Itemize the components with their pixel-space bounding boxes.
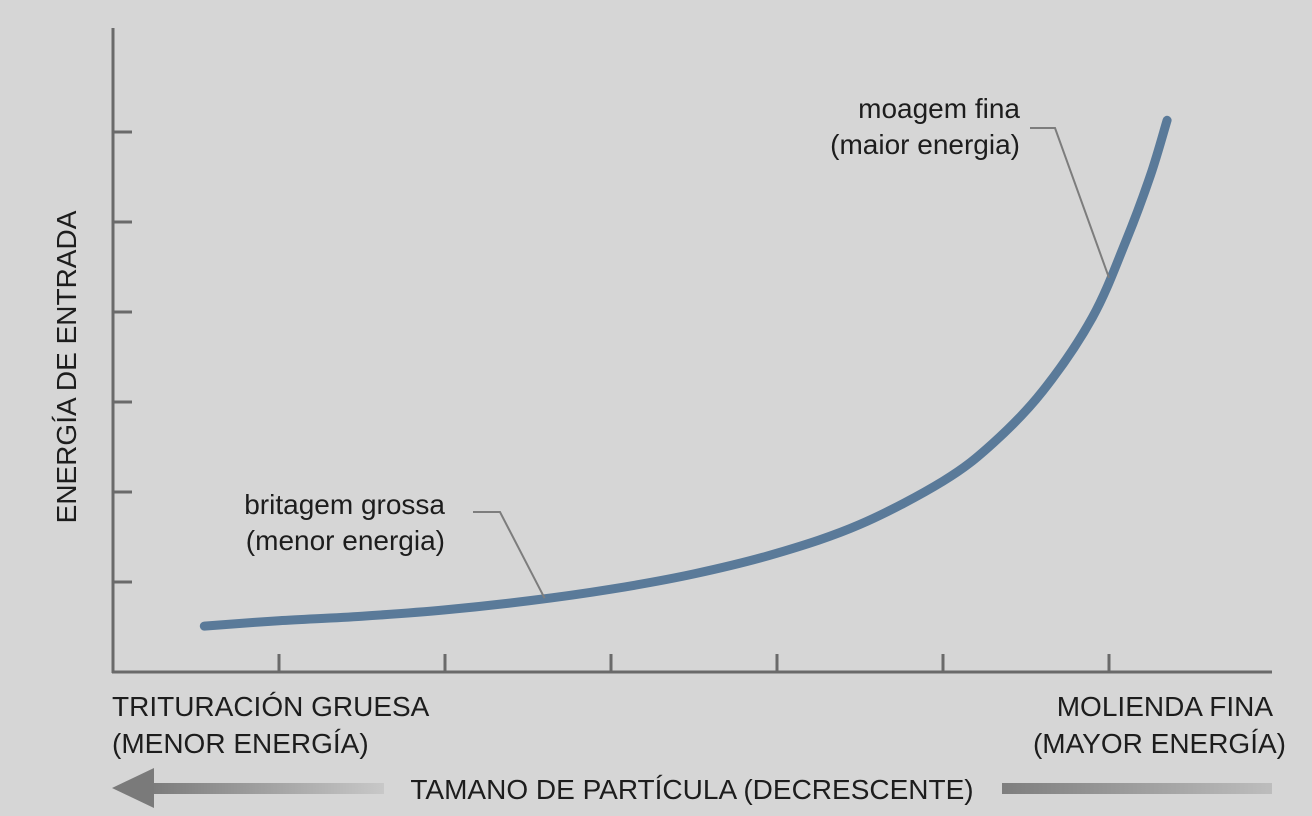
x-left-label-line2: (MENOR ENERGÍA) — [112, 728, 369, 759]
annotation-1-leader — [473, 511, 546, 599]
left-arrow-shaft — [148, 783, 384, 794]
callouts: britagem grossa (menor energia) moagem fin… — [244, 93, 1110, 599]
x-axis-title: TAMANO DE PARTÍCULA (DECRESCENTE) — [410, 774, 973, 805]
left-arrow-icon — [112, 768, 154, 808]
x-right-label-line2: (MAYOR ENERGÍA) — [1033, 728, 1286, 759]
axes — [111, 28, 1272, 674]
annotation-1-line2: (menor energia) — [246, 525, 445, 556]
ticks — [113, 130, 1111, 672]
annotation-2-line1: moagem fina — [858, 93, 1020, 124]
right-arrow-shaft — [1002, 783, 1272, 794]
annotation-2-leader — [1030, 127, 1110, 279]
y-axis-label: ENERGÍA DE ENTRADA — [51, 210, 82, 523]
annotation-1-line1: britagem grossa — [244, 489, 445, 520]
x-right-label-line1: MOLIENDA FINA — [1057, 691, 1274, 722]
x-left-label-line1: TRITURACIÓN GRUESA — [112, 691, 430, 722]
annotation-2-line2: (maior energia) — [830, 129, 1020, 160]
series-line — [199, 115, 1172, 631]
